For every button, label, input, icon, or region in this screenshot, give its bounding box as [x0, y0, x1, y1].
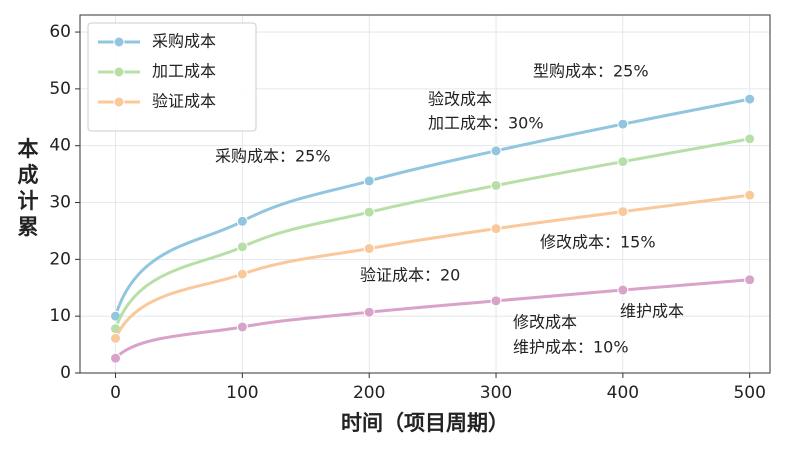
annotation: 加工成本：30%: [428, 114, 544, 133]
y-tick-label: 40: [49, 136, 71, 156]
point: [617, 118, 629, 130]
point: [363, 306, 375, 318]
y-tick-label: 30: [49, 193, 71, 213]
x-axis-label: 时间（项目周期）: [341, 411, 509, 435]
annotation: 验改成本: [428, 90, 492, 109]
y-tick-label: 50: [49, 79, 71, 99]
legend-label: 验证成本: [152, 92, 216, 111]
x-tick-label: 300: [480, 383, 512, 403]
point: [236, 321, 248, 333]
point: [110, 352, 122, 364]
annotation: 维护成本: [620, 302, 684, 321]
legend-marker: [113, 66, 125, 78]
point: [236, 215, 248, 227]
point: [744, 133, 756, 145]
point: [617, 206, 629, 218]
y-axis-label: 本成计累: [18, 137, 39, 239]
point: [490, 223, 502, 235]
point: [617, 284, 629, 296]
y-tick-label: 20: [49, 249, 71, 269]
x-tick-label: 0: [110, 383, 121, 403]
annotation: 采购成本：25%: [215, 147, 331, 166]
line: [114, 137, 750, 330]
line: [114, 278, 750, 360]
x-tick-label: 200: [353, 383, 385, 403]
y-tick-label: 60: [49, 22, 71, 42]
legend-marker: [113, 36, 125, 48]
point: [744, 189, 756, 201]
x-tick-label: 500: [733, 383, 765, 403]
point: [744, 93, 756, 105]
x-tick-label: 100: [226, 383, 258, 403]
legend-label: 采购成本: [152, 32, 216, 51]
annotation: 修改成本: [513, 313, 577, 332]
legend-box: [87, 22, 257, 132]
annotation: 维护成本：10%: [513, 338, 629, 357]
point: [110, 332, 122, 344]
point: [363, 243, 375, 255]
legend-label: 加工成本: [152, 62, 216, 81]
line: [114, 97, 750, 317]
annotation: 修改成本：15%: [540, 233, 656, 252]
point: [236, 268, 248, 280]
legend-marker: [113, 96, 125, 108]
point: [744, 274, 756, 286]
point: [236, 241, 248, 253]
point: [490, 295, 502, 307]
point: [490, 179, 502, 191]
point: [363, 175, 375, 187]
annotation: 型购成本：25%: [533, 62, 649, 81]
x-tick-label: 400: [607, 383, 639, 403]
y-tick-label: 10: [49, 306, 71, 326]
point: [363, 206, 375, 218]
line: [114, 193, 750, 339]
annotation: 验证成本：20: [360, 266, 460, 285]
y-tick-label: 0: [60, 363, 71, 383]
point: [490, 145, 502, 157]
plot-area: [79, 14, 771, 374]
point: [617, 156, 629, 168]
